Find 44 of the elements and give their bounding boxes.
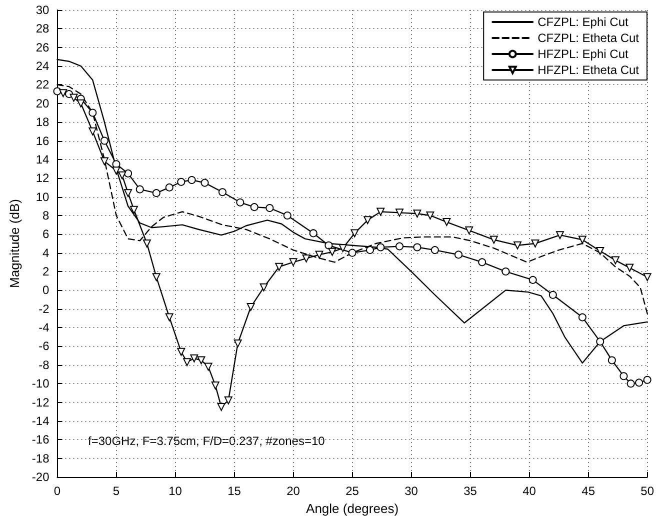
y-tick-label: -12 xyxy=(32,395,50,410)
y-tick-label: -6 xyxy=(38,339,50,354)
y-tick-label: -18 xyxy=(32,451,50,466)
y-tick-label: 26 xyxy=(36,40,50,54)
legend-label: CFZPL: Etheta Cut xyxy=(538,31,640,45)
y-tick-label: 22 xyxy=(36,78,50,92)
y-tick-label: 12 xyxy=(36,171,50,186)
x-tick-label: 40 xyxy=(522,484,536,498)
y-tick-label: 14 xyxy=(36,152,50,166)
legend-label: HFZPL: Etheta Cut xyxy=(538,63,640,77)
annotation: f=30GHz, F=3.75cm, F/D=0.237, #zones=10 xyxy=(88,434,326,448)
y-tick-label: -4 xyxy=(38,320,50,335)
y-tick-label: -14 xyxy=(32,414,50,428)
y-tick-label: 18 xyxy=(36,115,50,130)
y-tick-label: 24 xyxy=(36,59,50,74)
x-axis-title: Angle (degrees) xyxy=(306,500,399,516)
y-tick-label: 30 xyxy=(36,3,50,17)
legend-label: HFZPL: Ephi Cut xyxy=(538,47,629,61)
legend-label: CFZPL: Ephi Cut xyxy=(538,15,629,29)
x-tick-label: 15 xyxy=(228,484,242,498)
x-tick-label: 10 xyxy=(168,484,182,498)
x-tick-label: 20 xyxy=(286,484,300,498)
x-tick-label: 5 xyxy=(112,484,120,498)
y-tick-label: -16 xyxy=(32,432,50,447)
y-tick-label: 28 xyxy=(36,22,50,36)
x-tick-label: 30 xyxy=(404,484,418,498)
y-tick-label: 8 xyxy=(42,208,50,222)
x-tick-label: 0 xyxy=(54,484,61,498)
y-tick-label: 2 xyxy=(42,264,50,279)
y-tick-label: 20 xyxy=(36,96,50,110)
y-axis-title: Magnitude (dB) xyxy=(7,199,22,288)
x-tick-label: 25 xyxy=(346,484,360,498)
y-tick-label: -2 xyxy=(38,302,50,316)
y-tick-label: -10 xyxy=(32,376,50,391)
y-tick-label: 16 xyxy=(36,134,50,148)
x-tick-label: 50 xyxy=(640,484,654,498)
y-tick-label: 4 xyxy=(42,246,50,260)
y-tick-label: 10 xyxy=(36,190,50,204)
x-tick-label: 45 xyxy=(582,484,596,498)
y-tick-label: -8 xyxy=(38,358,50,372)
y-tick-label: 6 xyxy=(42,227,50,242)
y-tick-label: 0 xyxy=(42,283,50,298)
y-tick-label: -20 xyxy=(32,470,50,484)
x-tick-label: 35 xyxy=(464,484,478,498)
